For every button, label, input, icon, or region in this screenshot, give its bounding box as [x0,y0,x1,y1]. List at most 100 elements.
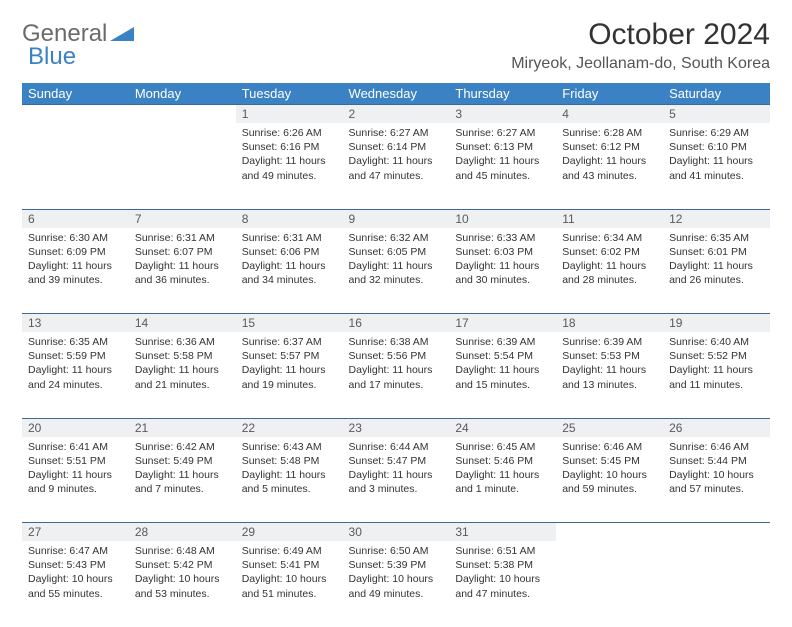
day-number: 30 [343,523,450,542]
sunrise-text: Sunrise: 6:51 AM [455,544,550,558]
sunset-text: Sunset: 6:14 PM [349,140,444,154]
day-cell: Sunrise: 6:31 AMSunset: 6:06 PMDaylight:… [236,228,343,314]
daynum-row: 12345 [22,105,770,124]
col-friday: Friday [556,83,663,105]
daylight-text: Daylight: 11 hours and 11 minutes. [669,363,764,391]
daylight-text: Daylight: 10 hours and 59 minutes. [562,468,657,496]
col-wednesday: Wednesday [343,83,450,105]
day-cell: Sunrise: 6:33 AMSunset: 6:03 PMDaylight:… [449,228,556,314]
day-cell: Sunrise: 6:43 AMSunset: 5:48 PMDaylight:… [236,437,343,523]
sunrise-text: Sunrise: 6:44 AM [349,440,444,454]
day-cell: Sunrise: 6:46 AMSunset: 5:45 PMDaylight:… [556,437,663,523]
sunrise-text: Sunrise: 6:26 AM [242,126,337,140]
day-number: 25 [556,418,663,437]
daylight-text: Daylight: 11 hours and 30 minutes. [455,259,550,287]
day-number: 20 [22,418,129,437]
day-cell [22,123,129,209]
day-cell: Sunrise: 6:48 AMSunset: 5:42 PMDaylight:… [129,541,236,627]
sunset-text: Sunset: 5:47 PM [349,454,444,468]
day-number: 9 [343,209,450,228]
day-number: 11 [556,209,663,228]
daylight-text: Daylight: 11 hours and 24 minutes. [28,363,123,391]
day-number: 14 [129,314,236,333]
sunrise-text: Sunrise: 6:41 AM [28,440,123,454]
day-number: 23 [343,418,450,437]
daylight-text: Daylight: 10 hours and 55 minutes. [28,572,123,600]
day-cell: Sunrise: 6:42 AMSunset: 5:49 PMDaylight:… [129,437,236,523]
daylight-text: Daylight: 11 hours and 28 minutes. [562,259,657,287]
day-number [129,105,236,124]
daylight-text: Daylight: 11 hours and 36 minutes. [135,259,230,287]
day-cell: Sunrise: 6:35 AMSunset: 6:01 PMDaylight:… [663,228,770,314]
sunrise-text: Sunrise: 6:39 AM [455,335,550,349]
col-tuesday: Tuesday [236,83,343,105]
daylight-text: Daylight: 10 hours and 53 minutes. [135,572,230,600]
day-number: 3 [449,105,556,124]
daylight-text: Daylight: 11 hours and 26 minutes. [669,259,764,287]
day-cell [663,541,770,627]
sunrise-text: Sunrise: 6:39 AM [562,335,657,349]
sunset-text: Sunset: 5:48 PM [242,454,337,468]
sunrise-text: Sunrise: 6:47 AM [28,544,123,558]
sunset-text: Sunset: 5:45 PM [562,454,657,468]
sunset-text: Sunset: 6:05 PM [349,245,444,259]
sunrise-text: Sunrise: 6:40 AM [669,335,764,349]
day-cell: Sunrise: 6:51 AMSunset: 5:38 PMDaylight:… [449,541,556,627]
sunset-text: Sunset: 6:13 PM [455,140,550,154]
sunrise-text: Sunrise: 6:33 AM [455,231,550,245]
day-number [22,105,129,124]
header: General October 2024 Miryeok, Jeollanam-… [22,18,770,73]
day-cell [129,123,236,209]
sunset-text: Sunset: 5:59 PM [28,349,123,363]
daylight-text: Daylight: 11 hours and 9 minutes. [28,468,123,496]
sunrise-text: Sunrise: 6:43 AM [242,440,337,454]
day-cell: Sunrise: 6:34 AMSunset: 6:02 PMDaylight:… [556,228,663,314]
day-cell: Sunrise: 6:26 AMSunset: 6:16 PMDaylight:… [236,123,343,209]
day-cell: Sunrise: 6:27 AMSunset: 6:14 PMDaylight:… [343,123,450,209]
sunset-text: Sunset: 6:16 PM [242,140,337,154]
sunset-text: Sunset: 6:01 PM [669,245,764,259]
sunset-text: Sunset: 5:56 PM [349,349,444,363]
content-row: Sunrise: 6:41 AMSunset: 5:51 PMDaylight:… [22,437,770,523]
daylight-text: Daylight: 11 hours and 47 minutes. [349,154,444,182]
sunrise-text: Sunrise: 6:50 AM [349,544,444,558]
sunrise-text: Sunrise: 6:45 AM [455,440,550,454]
col-thursday: Thursday [449,83,556,105]
day-number: 2 [343,105,450,124]
daylight-text: Daylight: 10 hours and 49 minutes. [349,572,444,600]
daylight-text: Daylight: 11 hours and 34 minutes. [242,259,337,287]
day-number: 12 [663,209,770,228]
header-row: Sunday Monday Tuesday Wednesday Thursday… [22,83,770,105]
day-number: 17 [449,314,556,333]
day-number: 10 [449,209,556,228]
daynum-row: 2728293031 [22,523,770,542]
day-cell: Sunrise: 6:28 AMSunset: 6:12 PMDaylight:… [556,123,663,209]
day-number [663,523,770,542]
day-number: 27 [22,523,129,542]
day-cell: Sunrise: 6:37 AMSunset: 5:57 PMDaylight:… [236,332,343,418]
daynum-row: 20212223242526 [22,418,770,437]
day-number: 24 [449,418,556,437]
day-cell: Sunrise: 6:29 AMSunset: 6:10 PMDaylight:… [663,123,770,209]
sunset-text: Sunset: 5:46 PM [455,454,550,468]
daylight-text: Daylight: 11 hours and 19 minutes. [242,363,337,391]
day-number: 31 [449,523,556,542]
content-row: Sunrise: 6:30 AMSunset: 6:09 PMDaylight:… [22,228,770,314]
sunrise-text: Sunrise: 6:35 AM [28,335,123,349]
day-number [556,523,663,542]
sunrise-text: Sunrise: 6:27 AM [349,126,444,140]
sunrise-text: Sunrise: 6:38 AM [349,335,444,349]
sunset-text: Sunset: 5:58 PM [135,349,230,363]
daylight-text: Daylight: 10 hours and 51 minutes. [242,572,337,600]
day-number: 6 [22,209,129,228]
sunset-text: Sunset: 5:51 PM [28,454,123,468]
daylight-text: Daylight: 10 hours and 47 minutes. [455,572,550,600]
day-number: 5 [663,105,770,124]
daynum-row: 6789101112 [22,209,770,228]
day-cell: Sunrise: 6:49 AMSunset: 5:41 PMDaylight:… [236,541,343,627]
daylight-text: Daylight: 11 hours and 41 minutes. [669,154,764,182]
content-row: Sunrise: 6:26 AMSunset: 6:16 PM Daylight:… [22,123,770,209]
day-number: 15 [236,314,343,333]
sunset-text: Sunset: 5:57 PM [242,349,337,363]
day-number: 1 [236,105,343,124]
